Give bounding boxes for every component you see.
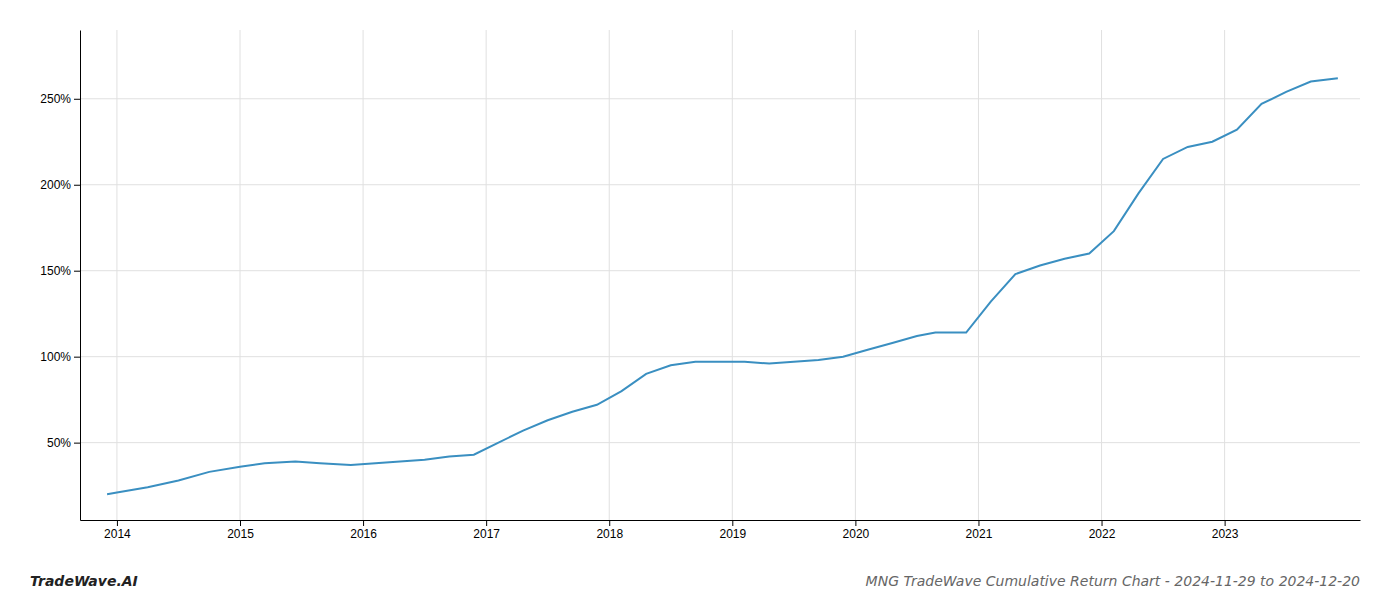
x-tick: 2014 xyxy=(104,520,131,541)
x-tick-label: 2023 xyxy=(1212,527,1239,541)
y-tick: 150% xyxy=(40,264,80,278)
x-tick-label: 2016 xyxy=(350,527,377,541)
line xyxy=(107,78,1338,494)
x-tick-mark xyxy=(1225,520,1226,526)
plot-area xyxy=(107,78,1338,494)
y-tick-label: 150% xyxy=(40,264,71,278)
x-tick-label: 2017 xyxy=(473,527,500,541)
y-grid-line xyxy=(80,442,1360,443)
x-axis: 2014 2015 2016 2017 2018 2019 2020 2021 2022 2023 xyxy=(81,520,1361,541)
x-tick-mark xyxy=(240,520,241,526)
y-axis-line xyxy=(80,31,81,521)
x-tick-mark xyxy=(1102,520,1103,526)
x-grid-line xyxy=(486,30,487,520)
x-grid-line xyxy=(978,30,979,520)
y-grid-line xyxy=(80,270,1360,271)
x-tick-label: 2014 xyxy=(104,527,131,541)
y-tick-mark xyxy=(74,443,80,444)
x-tick: 2015 xyxy=(227,520,254,541)
y-tick: 100% xyxy=(40,350,80,364)
y-tick-mark xyxy=(74,357,80,358)
x-tick-label: 2020 xyxy=(843,527,870,541)
x-grid-line xyxy=(240,30,241,520)
y-tick-label: 50% xyxy=(47,436,71,450)
y-tick-label: 100% xyxy=(40,350,71,364)
y-tick-label: 200% xyxy=(40,178,71,192)
x-grid-line xyxy=(1101,30,1102,520)
y-tick: 200% xyxy=(40,178,80,192)
y-axis: 50% 100% 150% 200% 250% xyxy=(40,31,80,521)
chart: 2014 2015 2016 2017 2018 2019 2020 2021 2022 2023… xyxy=(0,0,1400,600)
x-tick: 2016 xyxy=(350,520,377,541)
x-grid-line xyxy=(855,30,856,520)
x-tick-label: 2018 xyxy=(596,527,623,541)
x-tick-mark xyxy=(363,520,364,526)
x-grid-line xyxy=(1224,30,1225,520)
x-tick: 2021 xyxy=(966,520,993,541)
x-grid-line xyxy=(732,30,733,520)
x-tick-label: 2019 xyxy=(719,527,746,541)
watermark: TradeWave.AI xyxy=(30,573,138,589)
x-tick-mark xyxy=(117,520,118,526)
title: MNG TradeWave Cumulative Return Chart - … xyxy=(866,573,1360,589)
x-grid-line xyxy=(363,30,364,520)
x-tick-mark xyxy=(978,520,979,526)
y-grid-line xyxy=(80,184,1360,185)
x-grid-line xyxy=(116,30,117,520)
x-tick: 2020 xyxy=(843,520,870,541)
x-tick-mark xyxy=(855,520,856,526)
x-tick: 2023 xyxy=(1212,520,1239,541)
x-tick: 2017 xyxy=(473,520,500,541)
x-grid-line xyxy=(609,30,610,520)
x-axis-line xyxy=(81,520,1361,521)
x-tick-mark xyxy=(486,520,487,526)
x-tick-label: 2015 xyxy=(227,527,254,541)
y-tick: 250% xyxy=(40,92,80,106)
x-tick-mark xyxy=(732,520,733,526)
y-tick-label: 250% xyxy=(40,92,71,106)
y-grid-line xyxy=(80,356,1360,357)
y-tick-mark xyxy=(74,99,80,100)
x-tick: 2022 xyxy=(1089,520,1116,541)
x-tick-label: 2021 xyxy=(966,527,993,541)
y-tick-mark xyxy=(74,271,80,272)
y-tick: 50% xyxy=(47,436,80,450)
x-tick: 2019 xyxy=(719,520,746,541)
x-tick-label: 2022 xyxy=(1089,527,1116,541)
x-tick-mark xyxy=(609,520,610,526)
x-tick: 2018 xyxy=(596,520,623,541)
y-grid-line xyxy=(80,98,1360,99)
y-tick-mark xyxy=(74,185,80,186)
grid xyxy=(80,30,1360,520)
